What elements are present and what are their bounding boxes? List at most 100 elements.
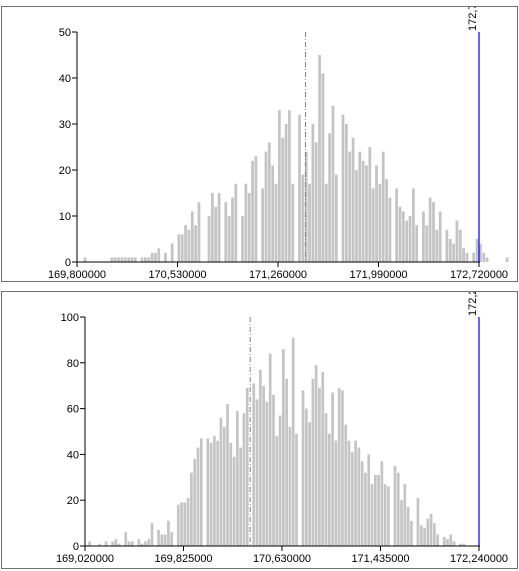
histogram-bar <box>360 461 364 546</box>
histogram-bar <box>267 142 271 262</box>
histogram-bar <box>157 248 161 262</box>
histogram-bar <box>410 520 413 546</box>
histogram-bar <box>324 183 328 262</box>
histogram-bar <box>184 225 187 262</box>
histogram-bar <box>478 243 482 262</box>
histogram-bar <box>278 415 282 546</box>
histogram-bar <box>304 408 308 546</box>
histogram-panel-bottom: 0 20 40 60 80 100 169,020000 169,825000 170,6300… <box>1 291 518 569</box>
histogram-bar <box>144 541 147 546</box>
histogram-bar <box>144 257 147 262</box>
histogram-bar <box>482 252 486 262</box>
histogram-bar <box>435 229 439 262</box>
histogram-bar <box>110 257 114 262</box>
histogram-bar <box>255 399 259 546</box>
histogram-bar <box>271 165 275 262</box>
y-tick-label: 20 <box>59 165 71 177</box>
y-tick-label: 40 <box>59 73 71 85</box>
x-tick-label: 169,800000 <box>48 269 106 281</box>
histogram-bar <box>347 440 351 546</box>
histogram-bar <box>217 193 221 262</box>
histogram-bar <box>190 472 193 546</box>
histogram-chart-bottom: 0 20 40 60 80 100 169,020000 169,825000 170,6300… <box>56 292 508 565</box>
histogram-bar <box>438 211 442 262</box>
histogram-bar <box>272 394 275 546</box>
histogram-bar <box>140 257 144 262</box>
histogram-bar <box>229 442 233 546</box>
histogram-bar <box>344 424 348 546</box>
histogram-bar <box>308 422 311 546</box>
histogram-bar <box>364 472 367 546</box>
histogram-bar <box>180 502 183 546</box>
histogram-bar <box>117 257 120 262</box>
histogram-bar <box>282 349 285 546</box>
histogram-bar <box>241 216 244 262</box>
histogram-bar <box>207 216 211 262</box>
histogram-bar <box>446 539 449 546</box>
histogram-bar <box>449 534 453 546</box>
histogram-bar <box>406 507 410 546</box>
histogram-bar <box>247 193 251 262</box>
histogram-bar <box>291 337 295 546</box>
histogram-bar <box>88 541 91 546</box>
y-tick-label: 0 <box>65 257 71 269</box>
histogram-bar <box>193 458 197 546</box>
histogram-bar <box>245 387 249 546</box>
histogram-bar <box>232 456 236 546</box>
marker-line-label: 172,720000 <box>467 7 479 31</box>
histogram-bar <box>425 225 429 262</box>
histogram-bar <box>419 525 423 546</box>
histogram-bar <box>405 220 409 262</box>
histogram-bar <box>373 475 377 546</box>
histogram-bar <box>284 124 288 262</box>
histogram-bar <box>350 452 354 546</box>
histogram-bar <box>213 436 216 546</box>
histogram-bar <box>378 183 382 262</box>
histogram-bar <box>211 193 214 262</box>
histogram-bar <box>183 502 187 546</box>
y-tick-label: 0 <box>73 541 79 553</box>
histogram-bar <box>321 371 325 546</box>
histogram-bar <box>472 252 476 262</box>
histogram-bar <box>187 229 191 262</box>
histogram-bar <box>275 436 279 546</box>
histogram-bar <box>436 534 439 546</box>
histogram-bar <box>214 206 218 262</box>
histogram-bar <box>268 353 272 546</box>
histogram-bar <box>318 387 321 546</box>
histogram-bar <box>113 257 117 262</box>
histogram-bar <box>371 188 375 262</box>
histogram-bar <box>423 527 426 546</box>
histogram-bar <box>354 440 357 546</box>
histogram-bar <box>288 110 291 262</box>
histogram-bar <box>432 202 435 262</box>
histogram-bar <box>111 541 114 546</box>
histogram-bar <box>216 440 220 546</box>
histogram-bar <box>170 532 174 546</box>
histogram-bar <box>197 202 201 262</box>
histogram-bar <box>239 447 242 546</box>
histogram-bar <box>154 252 157 262</box>
histogram-bar <box>415 225 419 262</box>
histogram-bar <box>224 202 228 262</box>
histogram-bar <box>412 188 415 262</box>
histogram-bar <box>383 484 387 546</box>
x-tick-label: 169,020000 <box>56 553 114 565</box>
histogram-bar <box>163 534 167 546</box>
histogram-bar <box>311 124 315 262</box>
histogram-bar <box>130 541 134 546</box>
histogram-bar <box>252 383 256 546</box>
histogram-bar <box>465 252 469 262</box>
histogram-bar <box>301 174 305 262</box>
histogram-bar <box>150 523 154 546</box>
x-tick-label: 172,720000 <box>450 269 508 281</box>
histogram-bar <box>365 165 368 262</box>
histogram-bar <box>398 206 402 262</box>
histogram-bar <box>127 257 130 262</box>
histogram-bar <box>395 188 398 262</box>
histogram-bar <box>324 413 328 546</box>
histogram-bar <box>236 410 239 546</box>
histogram-bar <box>160 534 164 546</box>
histogram-bar <box>150 252 154 262</box>
histogram-bar <box>448 239 452 262</box>
